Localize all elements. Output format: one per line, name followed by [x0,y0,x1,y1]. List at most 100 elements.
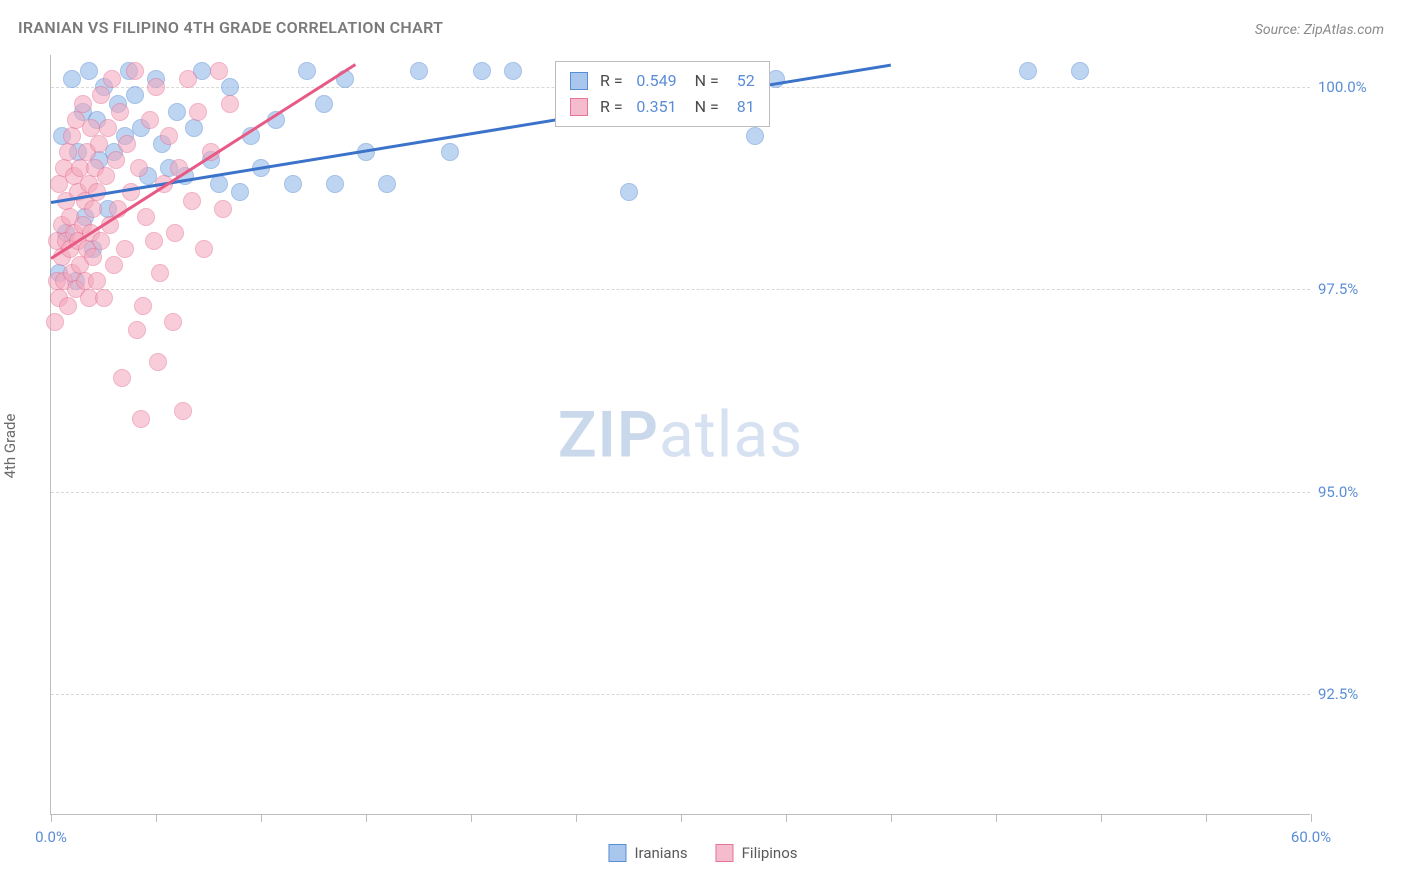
data-point [130,159,148,177]
data-point [298,62,316,80]
legend-item-filipinos: Filipinos [716,844,798,862]
data-point [95,289,113,307]
xtick [261,814,262,822]
gridline [51,492,1310,493]
legend-r-value: 0.351 [627,94,677,120]
legend-r-label: R = [600,94,623,120]
xtick [1206,814,1207,822]
data-point [315,95,333,113]
data-point [59,143,77,161]
legend-n-label: N = [695,68,719,94]
legend-n-value: 52 [723,68,755,94]
data-point [1019,62,1037,80]
data-point [620,183,638,201]
data-point [164,313,182,331]
bottom-legend: Iranians Filipinos [608,844,797,862]
data-point [185,119,203,137]
data-point [473,62,491,80]
xtick [156,814,157,822]
data-point [107,151,125,169]
data-point [63,127,81,145]
data-point [132,410,150,428]
data-point [210,62,228,80]
data-point [90,135,108,153]
data-point [111,103,129,121]
data-point [231,183,249,201]
data-point [113,369,131,387]
data-point [151,264,169,282]
legend-swatch [570,72,588,90]
data-point [441,143,459,161]
legend-row: R = 0.351 N = 81 [570,94,755,120]
legend-swatch-blue [608,844,626,862]
data-point [116,240,134,258]
legend-label: Iranians [634,844,687,862]
data-point [97,167,115,185]
source-attribution: Source: ZipAtlas.com [1255,22,1384,38]
xtick [51,814,52,822]
data-point [179,70,197,88]
data-point [99,119,117,137]
data-point [284,175,302,193]
data-point [504,62,522,80]
y-axis-label: 4th Grade [1,414,19,479]
legend-n-label: N = [695,94,719,120]
data-point [137,208,155,226]
ytick-label: 92.5% [1318,685,1398,703]
legend-row: R = 0.549 N = 52 [570,68,755,94]
data-point [59,297,77,315]
data-point [160,127,178,145]
data-point [84,248,102,266]
xtick [366,814,367,822]
data-point [183,192,201,210]
ytick-label: 95.0% [1318,483,1398,501]
watermark-rest: atlas [659,397,803,472]
ytick-label: 97.5% [1318,280,1398,298]
data-point [189,103,207,121]
legend-r-label: R = [600,68,623,94]
data-point [410,62,428,80]
data-point [195,240,213,258]
data-point [1071,62,1089,80]
correlation-legend: R = 0.549 N = 52 R = 0.351 N = 81 [555,61,770,127]
watermark: ZIPatlas [558,397,803,472]
chart-title: IRANIAN VS FILIPINO 4TH GRADE CORRELATIO… [18,18,443,37]
data-point [168,103,186,121]
legend-label: Filipinos [742,844,798,862]
xtick-label-min: 0.0% [35,828,67,846]
data-point [134,297,152,315]
data-point [214,200,232,218]
legend-n-value: 81 [723,94,755,120]
xtick [786,814,787,822]
data-point [63,70,81,88]
xtick [1311,814,1312,822]
data-point [326,175,344,193]
data-point [746,127,764,145]
data-point [118,135,136,153]
xtick [681,814,682,822]
xtick [1101,814,1102,822]
xtick [996,814,997,822]
data-point [103,70,121,88]
legend-item-iranians: Iranians [608,844,687,862]
chart-plot-area: ZIPatlas 92.5%95.0%97.5%100.0%0.0%60.0%R… [50,55,1310,815]
gridline [51,289,1310,290]
xtick [891,814,892,822]
data-point [210,175,228,193]
data-point [74,95,92,113]
data-point [145,232,163,250]
data-point [92,86,110,104]
legend-swatch [570,98,588,116]
ytick-label: 100.0% [1318,78,1398,96]
legend-r-value: 0.549 [627,68,677,94]
data-point [92,232,110,250]
data-point [126,86,144,104]
data-point [80,62,98,80]
gridline [51,694,1310,695]
legend-swatch-pink [716,844,734,862]
data-point [46,313,64,331]
data-point [221,95,239,113]
watermark-bold: ZIP [558,397,659,472]
xtick-label-max: 60.0% [1291,828,1331,846]
data-point [105,256,123,274]
